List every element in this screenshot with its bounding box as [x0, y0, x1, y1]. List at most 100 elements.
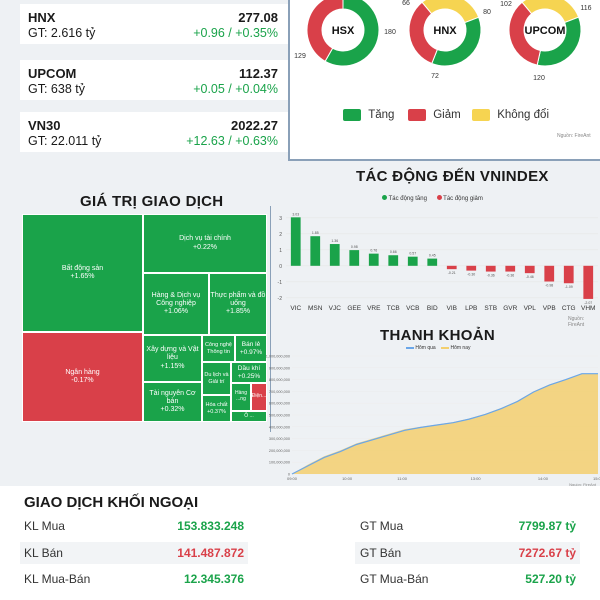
index-volume: GT: 2.616 tỷ [28, 26, 96, 40]
source-note: Nguồn: FireAnt [569, 482, 597, 486]
x-tick-label: TCB [387, 305, 400, 312]
kl-net-value: 12.345.376 [183, 572, 244, 586]
treemap-tile: Bất động sản +1.65% [22, 214, 143, 332]
bar-value-label: -0.36 [487, 274, 495, 278]
x-tick-label: VIB [447, 305, 457, 312]
donut-hole [425, 10, 465, 50]
impact-bar [466, 265, 477, 271]
impact-bar [349, 250, 360, 266]
impact-bar [544, 265, 555, 282]
liquidity-chart: 1,000,000,000 900,000,000 800,000,000 700,0… [266, 355, 600, 487]
y-tick-label: 900,000,000 [269, 366, 290, 370]
index-card-vn30: VN30 2022.27 GT: 22.011 tỷ +12.63 / +0.6… [20, 112, 288, 152]
index-name: HNX [28, 10, 56, 25]
legend-swatch [472, 109, 490, 121]
legend-label: Giảm [433, 109, 461, 122]
bar-value-label: -0.36 [506, 274, 514, 278]
treemap-tile: Dịch vụ tài chính +0.22% [143, 214, 267, 273]
x-tick-label: 09:00 [287, 476, 298, 481]
impact-chart: 3 2 1 0 -1 -2 3.03 VIC 1.85 MSN 1.36 VJC 0.98 GEE 0.76… [278, 212, 598, 312]
treemap: Bất động sản +1.65% Ngân hàng -0.17% Dịc… [22, 214, 267, 422]
x-tick-label: 15:00 [593, 476, 600, 481]
impact-bar [427, 258, 438, 266]
impact-chart-title: TÁC ĐỘNG ĐẾN VNINDEX [356, 168, 549, 185]
divider [288, 0, 290, 160]
treemap-tile: Hóa chất +0.37% [202, 395, 231, 422]
donut-segment-up [324, 0, 380, 67]
y-tick-label: 1 [279, 248, 282, 254]
bar-value-label: -0.98 [545, 283, 553, 287]
tile-name: Ô ... [244, 412, 254, 419]
tile-change: +1.85% [226, 308, 250, 316]
gt-net-label: GT Mua-Bán [360, 572, 429, 586]
bar-value-label: 0.66 [390, 250, 397, 254]
tile-change: +1.06% [164, 308, 188, 316]
source-note: Nguồn: FireAnt [568, 316, 585, 328]
kl-buy-value: 153.833.248 [177, 519, 244, 533]
row-bg [20, 542, 248, 564]
x-tick-label: GVR [503, 305, 517, 312]
treemap-tile: Bán lẻ +0.97% [235, 335, 267, 362]
y-tick-label: 1,000,000,000 [266, 355, 290, 359]
tile-name: Thực phẩm và đồ uống [210, 291, 266, 307]
tile-change: +0.32% [160, 406, 185, 414]
tile-name: Bất động sản [61, 264, 104, 272]
treemap-tile: Điện... [251, 383, 267, 411]
tile-name: Bán lẻ [241, 341, 261, 349]
tile-change: +0.97% [239, 348, 263, 356]
index-name: UPCOM [28, 66, 77, 81]
impact-legend: Tác động tăng Tác động giảm [382, 195, 483, 202]
divider [270, 206, 271, 432]
legend-up: Tăng [343, 109, 394, 121]
donut-center-label: HSX [332, 25, 355, 37]
y-tick-label: 800,000,000 [269, 378, 290, 382]
legend-swatch-today [441, 346, 450, 349]
y-tick-label: 3 [279, 216, 282, 222]
tile-change: +0.25% [237, 372, 261, 380]
y-tick-label: 200,000,000 [269, 449, 290, 453]
legend-swatch [343, 109, 361, 121]
donut-center-label: UPCOM [525, 25, 566, 37]
impact-bar [563, 265, 574, 284]
donut-count-up: 180 [384, 29, 396, 36]
legend-label: Hôm nay [450, 345, 471, 351]
legend-dot-down [436, 195, 442, 200]
y-tick-label: 400,000,000 [269, 425, 290, 429]
breadth-donuts: HSX 180 129 HNX 80 72 66 UPCOM 116 120 102 [294, 0, 592, 82]
bar-value-label: 1.85 [312, 231, 319, 235]
x-tick-label: LPB [465, 305, 477, 312]
bar-value-label: 0.76 [370, 249, 377, 253]
tile-change: -0.17% [71, 377, 94, 384]
y-tick-label: 100,000,000 [269, 461, 290, 465]
treemap-tile: Thực phẩm và đồ uống +1.85% [209, 273, 267, 335]
impact-bar [290, 217, 301, 266]
x-tick-label: 14:00 [538, 476, 549, 481]
index-value: 112.37 [238, 66, 278, 81]
impact-bar [446, 265, 457, 270]
impact-bar [505, 265, 516, 272]
x-tick-label: GEE [347, 305, 361, 312]
index-change: +0.96 / +0.35% [193, 26, 278, 40]
x-tick-label: MSN [308, 305, 323, 312]
impact-bar [407, 256, 418, 266]
x-tick-label: VIC [290, 305, 301, 312]
bar-value-label: -0.30 [467, 273, 475, 277]
tile-name: Hàng & Dịch vụ Công nghiệp [151, 291, 201, 307]
gt-buy-value: 7799.87 tỷ [518, 519, 576, 533]
gt-buy-label: GT Mua [360, 519, 404, 533]
tile-name: Hàng ...ng [235, 390, 247, 402]
donut-hole [525, 10, 565, 50]
donut-count-up: 116 [580, 5, 591, 12]
bar-value-label: 1.36 [331, 239, 338, 243]
impact-bar [524, 265, 535, 274]
impact-bar [485, 265, 496, 272]
donut-count-flat: 66 [402, 0, 410, 7]
x-tick-label: 13:00 [471, 476, 482, 481]
treemap-tile: Ngân hàng -0.17% [22, 332, 143, 422]
treemap-tile: Ô ... [231, 411, 267, 422]
x-tick-label: VCB [406, 305, 419, 312]
x-tick-label: BID [427, 305, 438, 312]
impact-bar [310, 236, 321, 266]
donut-hole [323, 10, 363, 50]
index-change: +12.63 / +0.63% [186, 134, 278, 148]
